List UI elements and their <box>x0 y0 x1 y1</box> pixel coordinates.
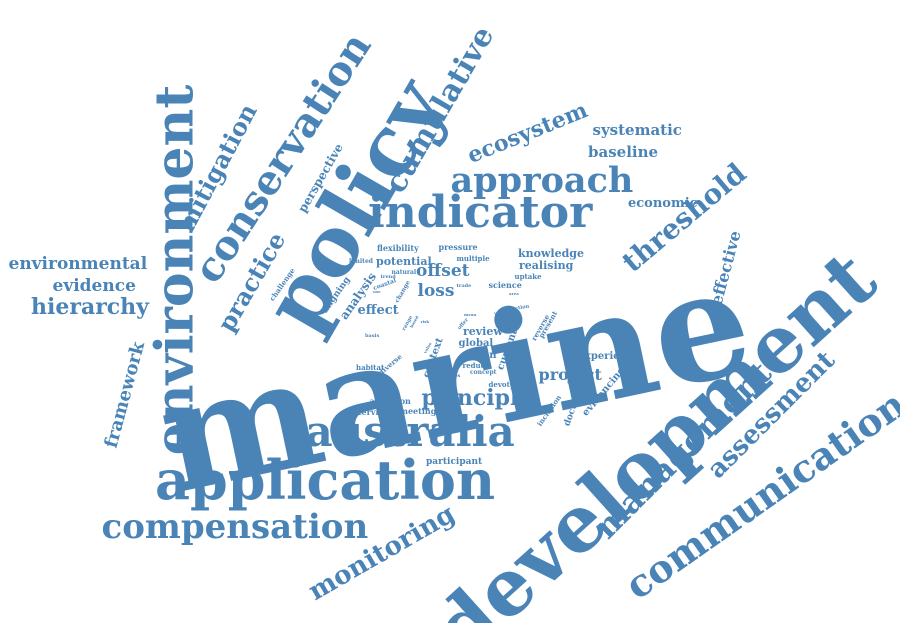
word-reduce: reduce <box>462 360 490 370</box>
word-approach: approach <box>450 159 634 201</box>
word-project: project <box>538 365 602 384</box>
word-indicator: indicator <box>368 187 593 238</box>
word-vision: vision <box>463 350 497 361</box>
word-compensation: compensation <box>101 507 369 547</box>
word-area: area <box>509 291 519 296</box>
word-basis: basis <box>365 332 380 339</box>
word-losses: losses <box>443 372 461 379</box>
word-multiple: multiple <box>456 253 490 263</box>
word-framework: framework <box>100 339 149 451</box>
word-hierarchy: hierarchy <box>31 294 149 320</box>
word-trend: trend <box>380 273 396 280</box>
word-review: review <box>463 324 503 338</box>
word-baseline: baseline <box>588 142 659 161</box>
word-limited: limited <box>349 258 373 265</box>
word-devoted: devoted <box>488 379 520 389</box>
word-ecosystem: ecosystem <box>463 97 591 169</box>
word-environmental: environmental <box>8 253 148 274</box>
word-australia: australia <box>305 407 515 456</box>
word-potential: potential <box>376 254 432 268</box>
word-habitat: habitat <box>356 362 385 372</box>
word-concept: concept <box>470 369 497 376</box>
word-loss: loss <box>417 280 455 301</box>
word-trade: trade <box>456 282 472 289</box>
word-uptake: uptake <box>514 271 542 281</box>
word-science: science <box>488 280 522 290</box>
word-systematic: systematic <box>592 120 682 139</box>
word-pressure: pressure <box>438 242 478 252</box>
word-global: global <box>458 338 494 349</box>
word-participant: participant <box>426 456 483 467</box>
word-interview: interview <box>349 407 391 417</box>
word-meeting: meeting <box>399 406 437 416</box>
word-realising: realising <box>519 258 574 272</box>
word-application: application <box>155 448 496 512</box>
word-economic: economic <box>628 195 698 211</box>
word-offset: offset <box>416 260 470 281</box>
word-risk: risk <box>420 319 430 324</box>
word-experience: experience <box>578 351 640 362</box>
word-flexibility: flexibility <box>377 243 419 253</box>
word-effect: effect <box>357 302 399 318</box>
word-natural: natural <box>391 269 417 276</box>
word-mean: mean <box>464 312 477 317</box>
word-knowledge: knowledge <box>518 246 584 260</box>
word-evidence: evidence <box>52 275 136 296</box>
word-principle: principle <box>421 385 533 411</box>
word-use: use <box>373 289 381 294</box>
word-attention: attention <box>369 396 411 406</box>
